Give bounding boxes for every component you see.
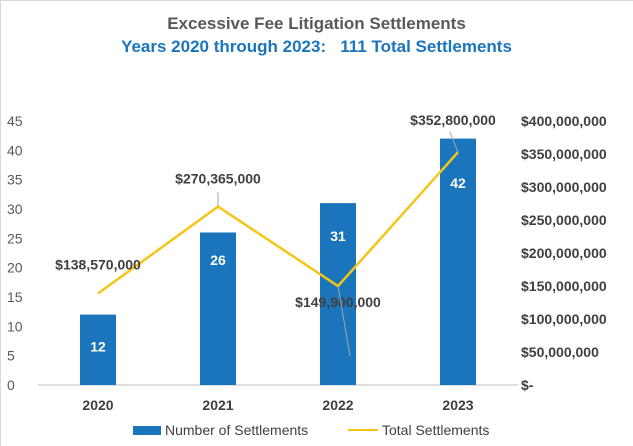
chart-subtitle: Years 2020 through 2023: 111 Total Settl… xyxy=(121,37,512,56)
bar-value-label: 42 xyxy=(450,175,466,191)
y-tick-label: 25 xyxy=(7,230,23,246)
y2-tick-label: $350,000,000 xyxy=(521,146,607,162)
legend-line-swatch xyxy=(348,429,378,431)
y-tick-label: 10 xyxy=(7,318,23,334)
bar-value-label: 12 xyxy=(90,338,106,354)
x-tick-label: 2020 xyxy=(82,397,113,413)
y-tick-label: 20 xyxy=(7,260,23,276)
chart-title: Excessive Fee Litigation Settlements xyxy=(167,14,466,33)
bar-2021 xyxy=(200,232,236,385)
chart-plot: 0 5 10 15 20 25 30 35 40 45 $- $50,000,000 $100,000,… xyxy=(7,112,607,413)
bar-2020 xyxy=(80,314,116,385)
y2-tick-label: $150,000,000 xyxy=(521,278,607,294)
y2-tick-label: $200,000,000 xyxy=(521,245,607,261)
chart-legend: Number of Settlements Total Settlements xyxy=(0,422,633,442)
legend-label-line: Total Settlements xyxy=(382,422,490,438)
y2-tick-label: $50,000,000 xyxy=(521,344,599,360)
y2-tick-label: $100,000,000 xyxy=(521,311,607,327)
legend-item-line: Total Settlements xyxy=(348,422,489,438)
y-tick-label: 0 xyxy=(7,377,15,393)
y2-tick-label: $250,000,000 xyxy=(521,212,607,228)
line-value-label: $138,570,000 xyxy=(55,257,141,273)
bar-value-label: 26 xyxy=(210,252,226,268)
leader-line xyxy=(337,285,351,357)
line-value-label: $270,365,000 xyxy=(175,171,261,187)
bar-value-label: 31 xyxy=(330,228,346,244)
y2-tick-label: $300,000,000 xyxy=(521,179,607,195)
line-value-label: $352,800,000 xyxy=(410,112,496,128)
leader-line xyxy=(449,131,459,153)
y2-tick-label: $- xyxy=(521,377,534,393)
x-tick-label: 2021 xyxy=(202,397,233,413)
line-total-settlements xyxy=(97,151,459,295)
y-tick-label: 30 xyxy=(7,201,23,217)
legend-label-bars: Number of Settlements xyxy=(165,422,309,438)
y2-tick-label: $400,000,000 xyxy=(521,113,607,129)
legend-bar-swatch xyxy=(133,425,161,435)
y-tick-label: 35 xyxy=(7,172,23,188)
x-tick-label: 2022 xyxy=(322,397,353,413)
x-tick-label: 2023 xyxy=(442,397,473,413)
y-tick-label: 5 xyxy=(7,348,15,364)
bar-2023 xyxy=(440,138,476,385)
y-tick-label: 45 xyxy=(7,113,23,129)
line-value-label: $149,900,000 xyxy=(295,294,381,310)
y-tick-label: 15 xyxy=(7,289,23,305)
legend-item-bars: Number of Settlements xyxy=(133,422,308,438)
y-tick-label: 40 xyxy=(7,142,23,158)
